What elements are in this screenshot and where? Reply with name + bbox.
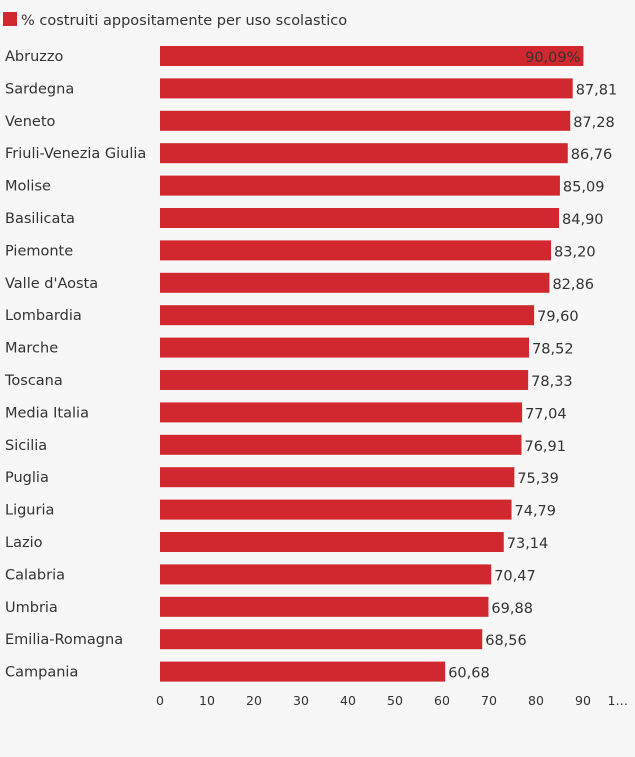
category-label: Marche (5, 341, 58, 357)
value-labels: 90,09% 87,81 87,28 86,76 85,09 84,90 83,20 82,8… (448, 50, 617, 682)
value-label: 70,47 (494, 568, 536, 584)
bar (160, 564, 492, 585)
x-tick-label: 0 (156, 693, 164, 708)
bar (160, 305, 535, 326)
value-label: 60,68 (448, 666, 490, 682)
category-label: Media Italia (5, 405, 89, 421)
bar (160, 434, 522, 455)
value-label: 90,09% (525, 50, 580, 66)
value-label: 74,79 (515, 504, 557, 520)
category-label: Toscana (4, 373, 63, 389)
x-axis: 0 10 20 30 40 50 60 70 80 90 1… (156, 693, 628, 708)
value-label: 86,76 (571, 147, 613, 163)
category-label: Emilia-Romagna (5, 632, 123, 648)
bar (160, 78, 573, 99)
category-label: Sicilia (5, 438, 47, 454)
x-tick-label: 10 (199, 693, 215, 708)
category-label: Liguria (5, 503, 54, 519)
x-tick-label: 20 (246, 693, 262, 708)
value-label: 79,60 (537, 309, 579, 325)
value-label: 68,56 (485, 633, 527, 649)
bar (160, 370, 529, 390)
legend-label: % costruiti appositamente per uso scolas… (21, 13, 347, 29)
value-label: 85,09 (563, 180, 605, 196)
value-label: 78,33 (531, 374, 573, 390)
category-label: Piemonte (5, 243, 73, 259)
category-label: Umbria (5, 600, 58, 616)
bar (160, 208, 560, 228)
category-label: Calabria (5, 567, 65, 583)
x-tick-label: 80 (528, 693, 544, 708)
value-label: 83,20 (554, 244, 596, 260)
bar (160, 532, 504, 552)
bar (160, 337, 530, 358)
category-label: Veneto (5, 114, 56, 130)
bar (160, 467, 515, 488)
bar (160, 402, 523, 423)
category-label: Lombardia (5, 308, 82, 324)
value-label: 87,81 (576, 82, 618, 98)
x-tick-label: 1… (608, 693, 628, 708)
bar (160, 240, 552, 261)
bar (160, 661, 446, 682)
value-label: 76,91 (524, 439, 566, 455)
category-label: Abruzzo (5, 49, 63, 65)
value-label: 77,04 (525, 406, 567, 422)
category-label: Friuli-Venezia Giulia (5, 146, 146, 162)
bar (160, 499, 512, 520)
category-label: Basilicata (5, 211, 75, 227)
bar (160, 110, 571, 131)
category-label: Lazio (5, 535, 43, 551)
x-tick-label: 90 (575, 693, 591, 708)
category-label: Campania (5, 665, 78, 681)
legend: % costruiti appositamente per uso scolas… (3, 12, 347, 29)
value-label: 69,88 (491, 601, 533, 617)
x-tick-label: 70 (481, 693, 497, 708)
bar (160, 629, 483, 650)
bar (160, 143, 568, 164)
x-tick-label: 40 (340, 693, 356, 708)
value-label: 73,14 (507, 536, 549, 552)
value-label: 84,90 (562, 212, 604, 228)
value-label: 78,52 (532, 342, 574, 358)
category-label: Molise (5, 179, 51, 195)
bar (160, 175, 560, 196)
category-labels: Abruzzo Sardegna Veneto Friuli-Venezia Giul… (4, 49, 146, 681)
bar (160, 46, 584, 66)
value-label: 87,28 (573, 115, 615, 131)
bars (160, 46, 584, 682)
category-label: Sardegna (5, 81, 74, 97)
x-tick-label: 60 (434, 693, 450, 708)
x-tick-label: 50 (387, 693, 403, 708)
category-label: Puglia (5, 470, 49, 486)
value-label: 82,86 (552, 277, 594, 293)
bar (160, 596, 489, 617)
legend-swatch (3, 12, 17, 26)
category-label: Valle d'Aosta (5, 276, 98, 292)
x-tick-label: 30 (293, 693, 309, 708)
value-label: 75,39 (517, 471, 559, 487)
bar (160, 272, 550, 293)
